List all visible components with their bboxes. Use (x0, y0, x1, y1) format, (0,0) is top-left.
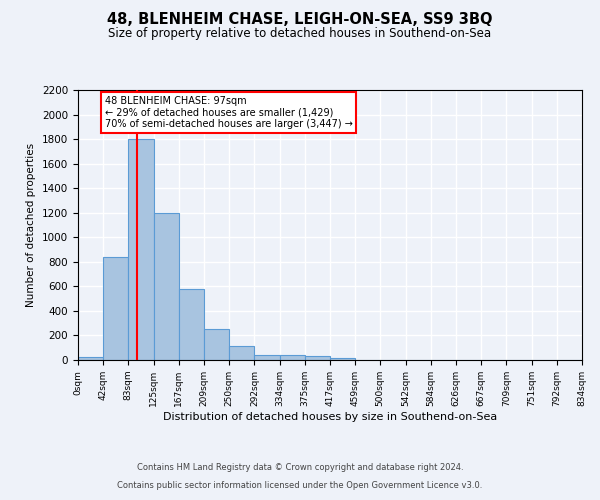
Bar (229, 346, 254, 360)
Text: Size of property relative to detached houses in Southend-on-Sea: Size of property relative to detached ho… (109, 28, 491, 40)
Bar (254, 355, 280, 360)
Bar (154, 212, 179, 360)
Bar (280, 355, 305, 360)
Bar (330, 358, 355, 360)
Bar (179, 289, 205, 360)
X-axis label: Distribution of detached houses by size in Southend-on-Sea: Distribution of detached houses by size … (163, 412, 497, 422)
Text: Contains public sector information licensed under the Open Government Licence v3: Contains public sector information licen… (118, 481, 482, 490)
Bar (205, 328, 229, 360)
Bar (305, 356, 330, 360)
Text: Contains HM Land Registry data © Crown copyright and database right 2024.: Contains HM Land Registry data © Crown c… (137, 464, 463, 472)
Bar (103, 257, 128, 360)
Text: 48 BLENHEIM CHASE: 97sqm
← 29% of detached houses are smaller (1,429)
70% of sem: 48 BLENHEIM CHASE: 97sqm ← 29% of detach… (104, 96, 352, 130)
Y-axis label: Number of detached properties: Number of detached properties (26, 143, 37, 307)
Bar (128, 139, 154, 360)
Text: 48, BLENHEIM CHASE, LEIGH-ON-SEA, SS9 3BQ: 48, BLENHEIM CHASE, LEIGH-ON-SEA, SS9 3B… (107, 12, 493, 28)
Bar (78, 357, 103, 360)
